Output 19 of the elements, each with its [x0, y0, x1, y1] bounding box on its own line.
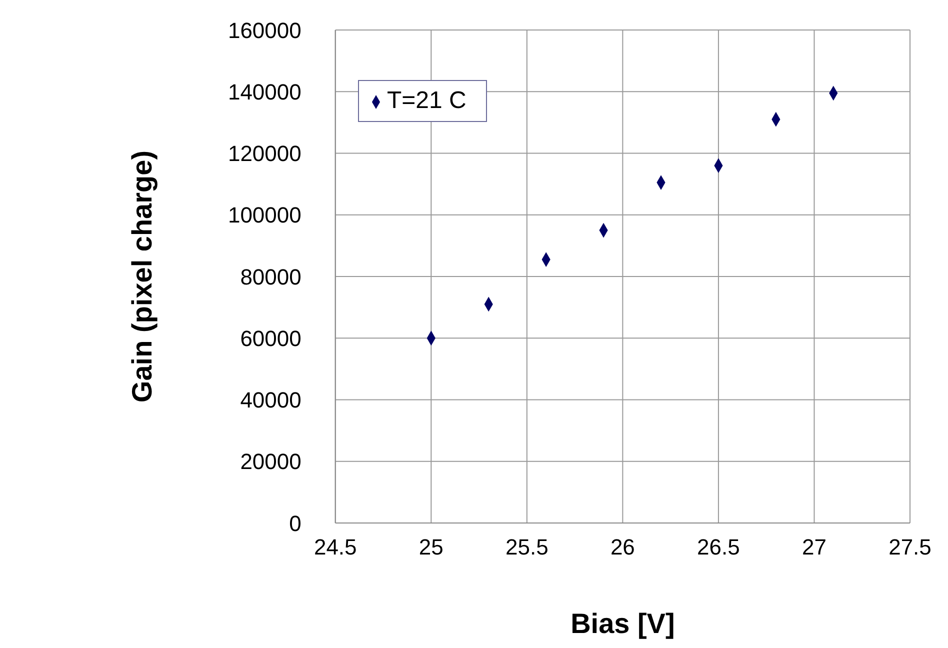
y-tick-label: 80000 — [240, 264, 302, 290]
x-tick-label: 27.5 — [888, 534, 932, 560]
y-tick-label: 40000 — [240, 388, 302, 413]
y-tick-label: 140000 — [228, 79, 302, 104]
y-tick-label: 120000 — [228, 141, 302, 166]
x-axis-title: Bias [V] — [570, 608, 675, 639]
y-tick-label: 100000 — [228, 202, 302, 228]
x-tick-label: 27 — [802, 534, 826, 560]
x-tick-label: 26.5 — [697, 534, 740, 560]
y-tick-label: 0 — [289, 510, 302, 536]
x-tick-label: 25.5 — [506, 534, 548, 560]
x-tick-label: 24.5 — [314, 534, 357, 560]
x-tick-label: 25 — [418, 534, 444, 560]
y-tick-label: 60000 — [240, 326, 302, 351]
legend-label: T=21 C — [387, 87, 466, 114]
y-tick-label: 20000 — [240, 449, 302, 474]
x-tick-label: 26 — [610, 534, 635, 560]
y-axis-title: Gain (pixel charge) — [126, 150, 158, 403]
y-tick-label: 160000 — [228, 18, 302, 43]
